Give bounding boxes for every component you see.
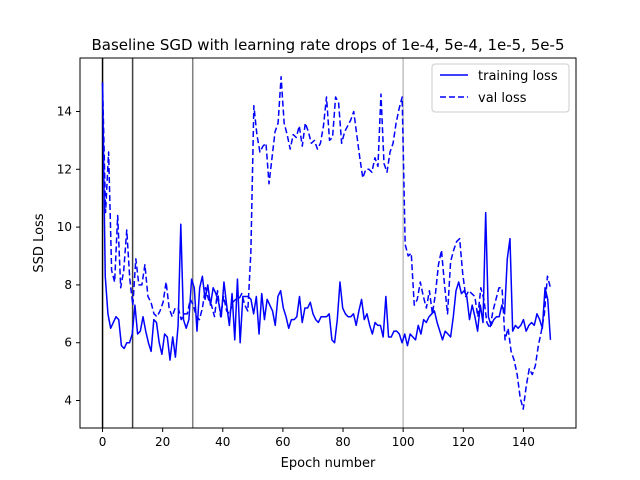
x-axis: 0 20 40 60 80 100 120 140	[99, 428, 535, 449]
y-tick-label: 6	[64, 336, 72, 350]
series-lines	[101, 76, 552, 410]
x-tick-label: 60	[275, 435, 290, 449]
y-tick-label: 8	[64, 278, 72, 292]
y-tick-label: 10	[57, 220, 72, 234]
y-tick-label: 4	[64, 394, 72, 408]
chart-title: Baseline SGD with learning rate drops of…	[91, 36, 564, 54]
x-tick-label: 120	[452, 435, 475, 449]
series-line-training-loss	[101, 82, 552, 361]
plot-frame	[79, 57, 577, 429]
x-tick-label: 140	[512, 435, 535, 449]
y-axis-label: SSD Loss	[32, 213, 47, 272]
legend-label-val-loss: val loss	[478, 91, 527, 106]
x-tick-label: 40	[215, 435, 230, 449]
x-tick-label: 20	[155, 435, 170, 449]
series-line-val-loss	[101, 76, 552, 410]
x-tick-label: 80	[335, 435, 350, 449]
legend-label-training-loss: training loss	[478, 69, 558, 84]
y-tick-label: 12	[57, 162, 72, 176]
legend: training loss val loss	[431, 63, 570, 113]
x-tick-label: 100	[392, 435, 415, 449]
y-axis: 4 6 8 10 12 14	[57, 104, 80, 408]
y-tick-label: 14	[57, 104, 72, 118]
x-axis-label: Epoch number	[281, 456, 376, 471]
legend-box	[431, 63, 570, 113]
x-tick-label: 0	[99, 435, 107, 449]
